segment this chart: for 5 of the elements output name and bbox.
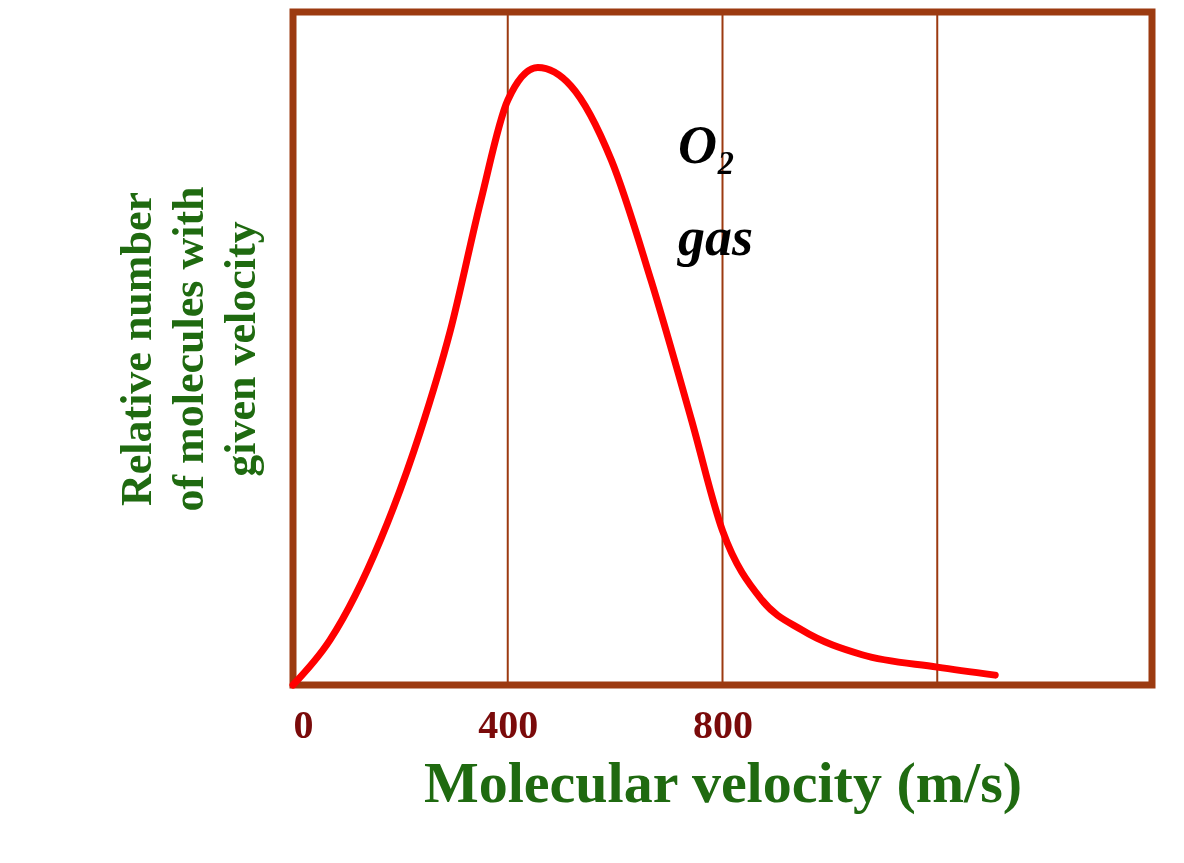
x-tick-label: 0 xyxy=(293,701,314,747)
x-tick-label: 800 xyxy=(693,701,753,747)
x-tick-label: 400 xyxy=(478,701,539,747)
x-axis-title: Molecular velocity (m/s) xyxy=(423,749,1023,815)
y-axis-title: Relative number of molecules with given velocity xyxy=(111,186,265,512)
